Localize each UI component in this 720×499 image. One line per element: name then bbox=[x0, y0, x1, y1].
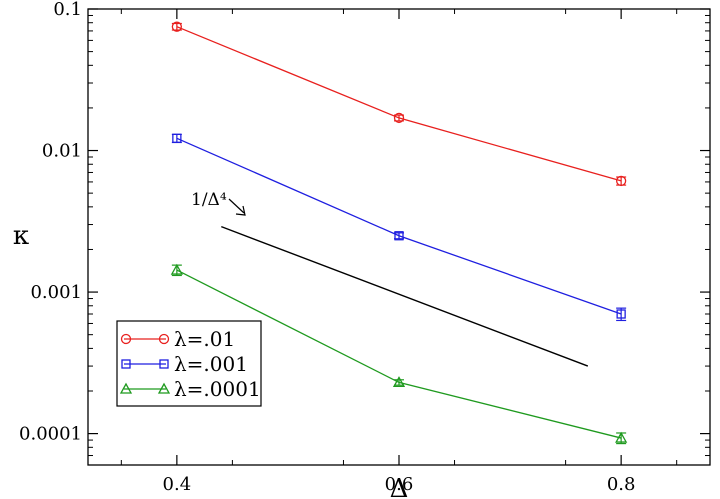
x-tick-label: 0.4 bbox=[163, 474, 192, 495]
legend-label: λ=.001 bbox=[174, 352, 248, 376]
y-tick-label: 0.1 bbox=[53, 0, 82, 20]
triangle-marker bbox=[170, 263, 183, 275]
reference-line-label: 1/Δ⁴ bbox=[191, 190, 227, 210]
circle-marker bbox=[171, 21, 183, 32]
square-marker bbox=[172, 133, 182, 143]
series-0 bbox=[171, 21, 627, 187]
square-marker bbox=[616, 309, 626, 319]
series-line bbox=[176, 26, 622, 182]
triangle-marker bbox=[392, 376, 406, 388]
triangle-marker bbox=[157, 382, 171, 394]
square-marker bbox=[394, 231, 404, 241]
y-tick-label: 0.0001 bbox=[19, 424, 82, 445]
legend-entry-0: λ=.01 bbox=[120, 327, 235, 351]
x-tick-label: 0.6 bbox=[385, 474, 414, 495]
series-2 bbox=[170, 263, 628, 445]
axis-ticks: 0.4 0.6 0.8 0.0001 0.001 0.01 0.1 bbox=[19, 0, 710, 495]
y-axis-label: κ bbox=[13, 221, 29, 251]
reference-arrow-head bbox=[235, 205, 246, 216]
circle-marker bbox=[158, 333, 170, 345]
y-tick-label: 0.01 bbox=[42, 141, 82, 162]
circle-marker bbox=[393, 112, 405, 124]
reference-line-layer: 1/Δ⁴ bbox=[191, 190, 589, 367]
triangle-marker bbox=[615, 431, 628, 443]
legend-label: λ=.0001 bbox=[174, 377, 261, 401]
x-tick-label: 0.8 bbox=[607, 474, 636, 495]
reference-line bbox=[221, 225, 589, 367]
triangle-marker bbox=[119, 382, 133, 394]
legend-label: λ=.01 bbox=[174, 327, 235, 351]
series-line bbox=[176, 137, 622, 315]
legend-entry-1: λ=.001 bbox=[121, 352, 248, 376]
series-layer bbox=[170, 21, 628, 445]
y-tick-label: 0.001 bbox=[30, 282, 82, 303]
circle-marker bbox=[120, 333, 132, 345]
x-axis-label: Δ bbox=[390, 474, 409, 499]
square-marker bbox=[121, 359, 131, 369]
legend-entry-2: λ=.0001 bbox=[119, 377, 261, 401]
series-1 bbox=[171, 133, 627, 322]
square-marker bbox=[159, 359, 169, 369]
circle-marker bbox=[615, 175, 627, 187]
reference-arrow-shaft bbox=[228, 198, 245, 214]
